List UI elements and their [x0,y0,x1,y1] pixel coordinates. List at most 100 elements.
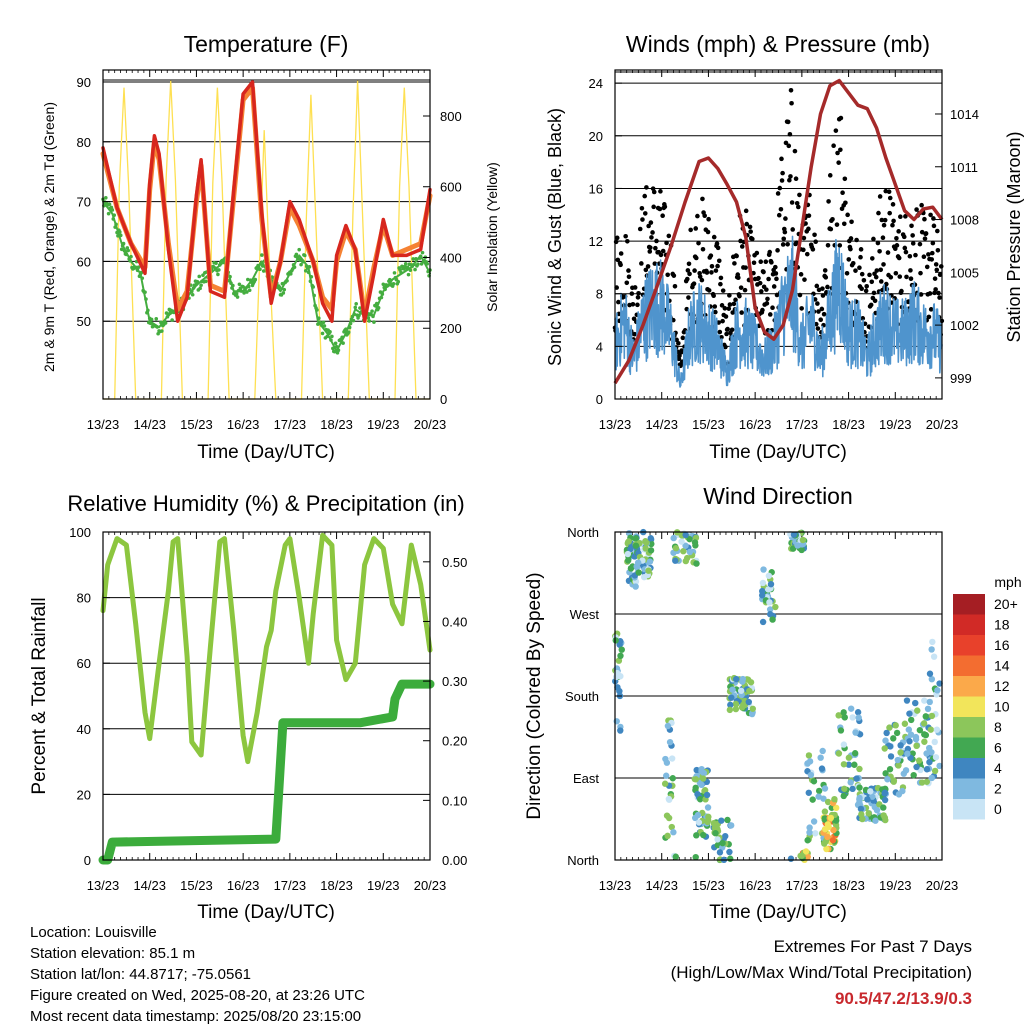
direction-point [646,558,654,565]
dewpoint-point [381,282,386,287]
direction-point [895,791,903,798]
gust-point [764,301,770,306]
direction-point [727,855,734,862]
direction-point [913,763,920,771]
humidity-precip-plot-area: 13/23 14/23 15/23 16/23 17/23 18/23 19/23 20/23… [69,525,467,893]
direction-point [905,726,913,733]
direction-point [617,652,624,660]
gust-point [793,176,799,181]
gust-point [836,160,841,165]
direction-point [880,804,887,811]
dewpoint-point [399,270,403,275]
direction-point [893,729,901,737]
gust-point [715,263,720,269]
direction-point [926,670,934,677]
wind-direction-xlabel: Time (Day/UTC) [709,902,847,923]
y2-tick-label-4: 1011 [950,160,978,175]
dewpoint-point [246,284,251,289]
gust-point [919,229,925,235]
direction-point [682,557,690,565]
gust-point [814,283,820,289]
direction-point [647,547,655,554]
gust-point [754,250,760,256]
direction-point [864,796,871,803]
gust-point [933,287,938,292]
gust-point [748,229,753,234]
gust-point [913,252,918,258]
dewpoint-point [160,329,164,333]
direction-point [854,709,862,716]
gust-point [929,257,935,262]
gust-point [896,229,901,234]
gust-point [623,233,628,239]
direction-point [929,638,936,646]
pressure-line [613,78,944,385]
x-tick-label-3: 16/23 [739,878,772,893]
direction-point [928,774,936,782]
gust-point [797,292,803,298]
gust-point [797,192,802,198]
direction-point [729,686,736,693]
direction-point [882,770,889,777]
gust-point [877,248,882,254]
gust-point [887,210,892,216]
direction-point [867,788,874,795]
y-tick-label-0: 50 [77,314,91,329]
y2-tick-label-2: 0.20 [442,734,467,749]
temp-2m-line [101,80,432,323]
y2-tick-label-2: 400 [440,250,462,265]
direction-point [913,742,920,750]
x-tick-label-6: 19/23 [879,878,912,893]
gust-point [792,148,798,154]
gust-point [879,217,885,223]
gust-point [715,245,721,251]
x-tick-label-7: 20/23 [414,878,447,893]
gust-point [788,88,794,93]
wind-pressure-title: Winds (mph) & Pressure (mb) [626,31,930,57]
dewpoint-point [281,291,286,295]
direction-point [930,653,938,660]
x-tick-label-6: 19/23 [879,417,912,432]
gust-point [687,271,692,277]
gust-point [871,236,876,242]
gust-point [924,264,930,270]
y2-tick-label-4: 800 [440,109,462,124]
dewpoint-point [247,288,252,293]
gust-point [658,189,663,194]
wind-direction-panel: Wind Direction 13/23 14/23 15/23 16/23 17/23… [524,483,1022,923]
dewpoint-point [317,316,321,320]
dewpoint-point [140,276,145,280]
gust-point [626,274,632,280]
direction-point [696,796,704,803]
dewpoint-point [214,261,218,266]
gust-point [848,236,854,241]
direction-point [614,684,621,691]
dewpoint-point [370,309,374,313]
y2-tick-label-1: 200 [440,321,462,336]
gust-point [898,214,903,220]
direction-point [703,791,711,799]
gust-point [743,265,748,270]
direction-point [805,789,812,796]
gust-point [660,213,665,219]
direction-point [918,779,926,786]
gust-point [742,287,748,293]
gust-point [928,212,933,218]
dewpoint-point [353,305,358,310]
dewpoint-point [112,213,117,217]
dewpoint-point [203,279,208,284]
dewpoint-point [372,320,376,324]
temperature-panel: Temperature (F) 13/23 14/23 15/23 16/23 17/2… [41,31,500,463]
gust-point [894,235,899,241]
direction-point [865,810,872,817]
dewpoint-point [408,268,413,272]
gust-point [833,128,839,133]
gust-point [756,275,761,281]
gust-point [774,292,780,298]
x-tick-label-1: 14/23 [645,878,678,893]
direction-point [914,707,921,714]
direction-point [819,747,826,755]
gust-point [818,317,824,323]
direction-point [665,795,673,803]
station-info: Location: Louisville Station elevation: … [30,922,365,1027]
